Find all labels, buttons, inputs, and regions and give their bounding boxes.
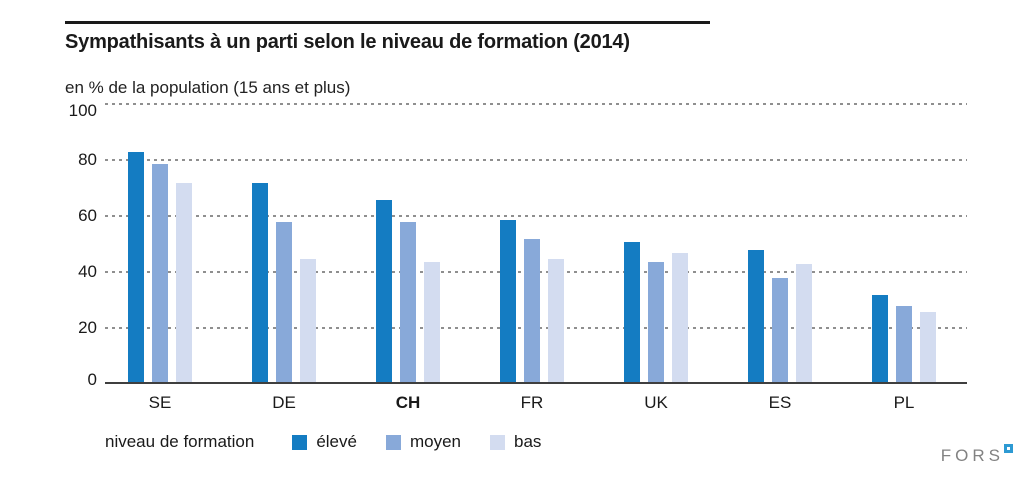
bar-group-SE — [128, 152, 192, 382]
bar-uk-élevé — [624, 242, 640, 382]
legend-caption: niveau de formation — [105, 432, 255, 451]
bar-group-FR — [500, 219, 564, 382]
chart-title: Sympathisants à un parti selon le niveau… — [65, 31, 630, 53]
legend-swatch-eleve — [292, 434, 308, 450]
bar-pl-moyen — [896, 306, 912, 382]
y-tick-label-100: 100 — [68, 101, 97, 120]
bar-ch-élevé — [376, 200, 392, 382]
bar-de-bas — [300, 258, 316, 382]
bar-group-ES — [748, 250, 812, 382]
bar-fr-moyen — [524, 239, 540, 382]
bar-se-bas — [176, 183, 192, 382]
bar-uk-bas — [672, 253, 688, 382]
legend-item-moyen: moyen — [385, 432, 461, 452]
legend-swatch-bas — [490, 434, 505, 450]
y-tick-label-20: 20 — [78, 318, 97, 337]
legend-item-eleve: élevé — [292, 432, 357, 452]
x-axis-line — [105, 382, 967, 384]
bar-group-CH — [376, 200, 440, 382]
x-tick-label-DE: DE — [272, 393, 296, 412]
y-tick-label-40: 40 — [78, 262, 97, 281]
bar-ch-moyen — [400, 222, 416, 382]
legend-label-moyen: moyen — [409, 432, 461, 451]
gridline-100 — [105, 103, 967, 105]
chart-subtitle: en % de la population (15 ans et plus) — [65, 78, 351, 97]
legend-swatch-moyen — [385, 434, 401, 450]
y-tick-label-60: 60 — [78, 206, 97, 225]
plot-area — [105, 103, 967, 384]
title-rule — [65, 21, 710, 24]
x-tick-label-PL: PL — [893, 393, 915, 412]
bar-es-moyen — [772, 278, 788, 382]
fors-logo: FORS — [940, 444, 1013, 465]
y-tick-label-80: 80 — [78, 150, 97, 169]
bar-pl-élevé — [872, 295, 888, 382]
x-tick-label-ES: ES — [768, 393, 792, 412]
fors-logo-square-icon — [1004, 444, 1013, 453]
bar-fr-bas — [548, 258, 564, 382]
x-tick-label-FR: FR — [520, 393, 544, 412]
legend: niveau de formation élevé moyen bas — [105, 432, 570, 452]
legend-label-bas: bas — [514, 432, 542, 451]
x-tick-label-CH: CH — [395, 393, 421, 412]
bar-se-élevé — [128, 152, 144, 382]
bar-uk-moyen — [648, 261, 664, 382]
x-tick-label-UK: UK — [644, 393, 668, 412]
bar-de-élevé — [252, 183, 268, 382]
bar-group-UK — [624, 242, 688, 382]
bar-ch-bas — [424, 261, 440, 382]
bar-group-DE — [252, 183, 316, 382]
bar-es-bas — [796, 264, 812, 382]
gridline-80 — [105, 159, 967, 161]
bar-es-élevé — [748, 250, 764, 382]
bar-de-moyen — [276, 222, 292, 382]
x-tick-label-SE: SE — [148, 393, 172, 412]
legend-item-bas: bas — [490, 432, 541, 452]
bar-group-PL — [872, 295, 936, 382]
y-tick-label-0: 0 — [87, 370, 97, 389]
bar-se-moyen — [152, 163, 168, 382]
legend-label-eleve: élevé — [316, 432, 357, 451]
bar-fr-élevé — [500, 219, 516, 382]
gridline-60 — [105, 215, 967, 217]
fors-logo-text: FORS — [940, 446, 1004, 465]
bar-pl-bas — [920, 312, 936, 382]
